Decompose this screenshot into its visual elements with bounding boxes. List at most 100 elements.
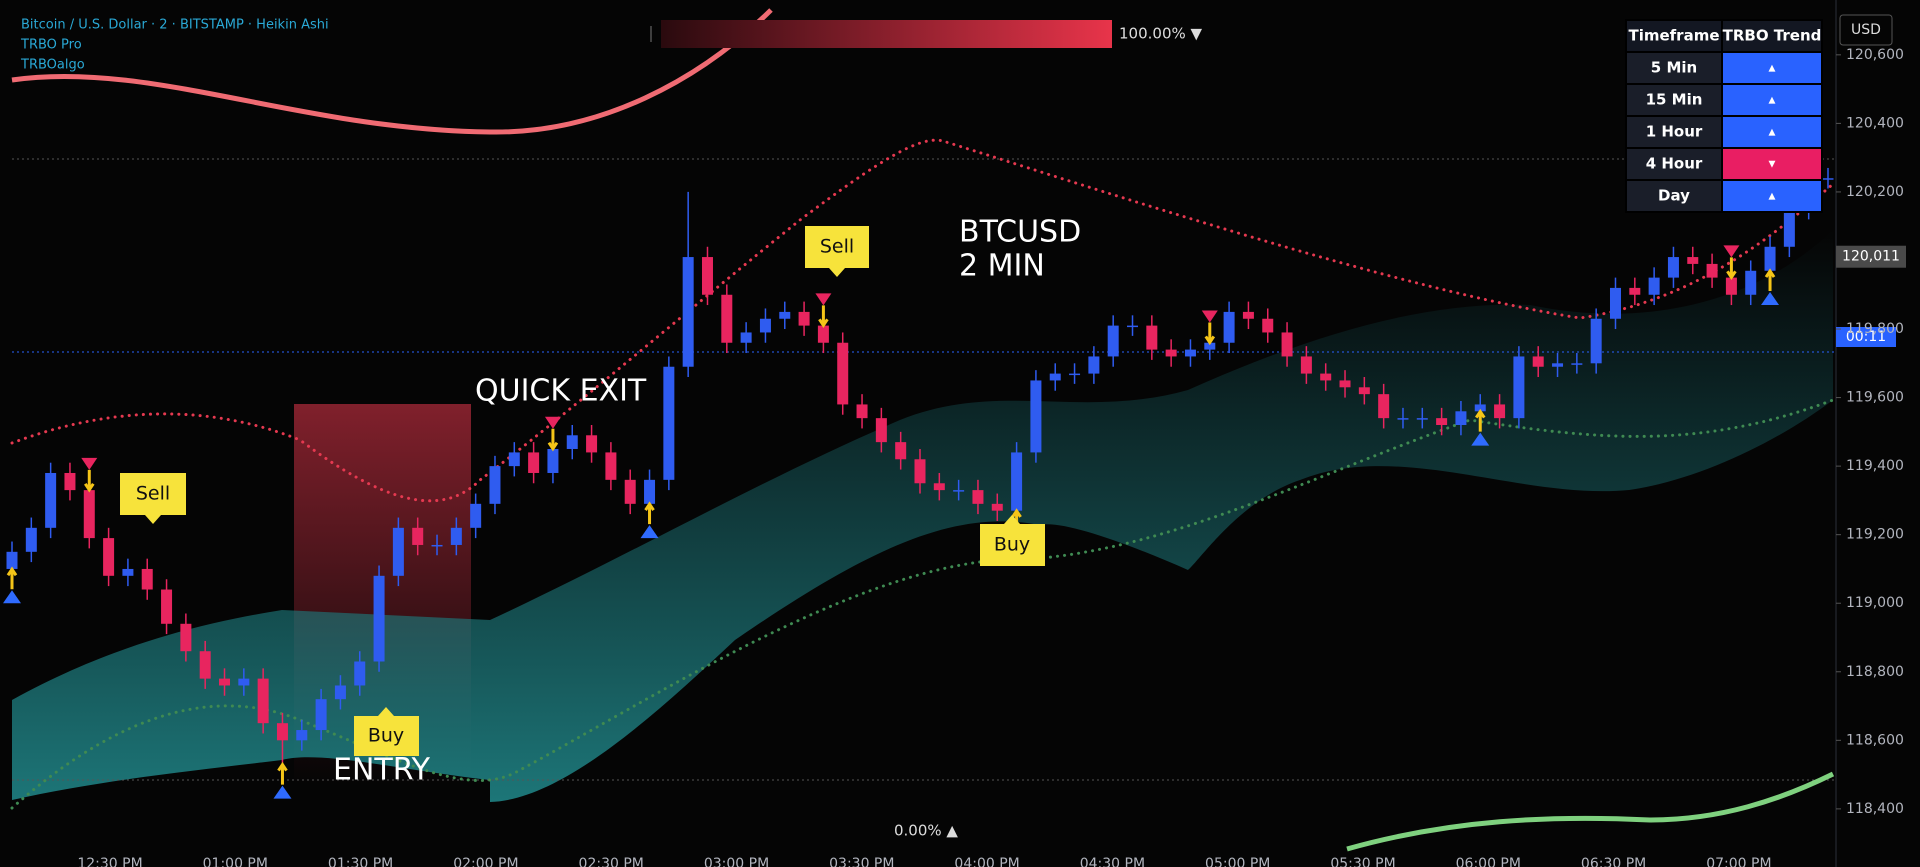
cloud-area — [12, 230, 1833, 802]
x-tick-label: 04:30 PM — [1080, 856, 1145, 867]
sell-label: Sell — [820, 236, 854, 258]
candle-body — [1609, 287, 1621, 319]
trend-cell — [1721, 115, 1823, 149]
candle-body — [1436, 418, 1448, 425]
candle-body — [663, 366, 675, 480]
y-tick-label: 119,800 — [1846, 321, 1904, 337]
candle-body — [1648, 277, 1660, 295]
candle-body — [566, 435, 578, 449]
candle-body — [953, 490, 965, 492]
entry-arrow — [644, 501, 655, 525]
x-tick-label: 03:30 PM — [829, 856, 894, 867]
candle-body — [817, 325, 829, 343]
candle-body — [354, 661, 366, 686]
trend-arrow: ▼ — [1769, 160, 1776, 170]
x-tick-label: 06:30 PM — [1581, 856, 1646, 867]
x-tick-label: 07:00 PM — [1706, 856, 1771, 867]
candle-body — [1590, 318, 1602, 364]
candle-body — [895, 442, 907, 460]
support-line — [10, 398, 1835, 810]
buy-signal — [1471, 432, 1490, 446]
candle-body — [83, 490, 95, 539]
candle-body — [1300, 356, 1312, 374]
y-tick-label: 119,400 — [1846, 458, 1904, 474]
candle-body — [199, 651, 211, 679]
exit-arrow — [1204, 322, 1216, 346]
candle-body — [933, 483, 945, 491]
trend-cell — [1721, 179, 1823, 213]
timeframe-label: 1 Hour — [1646, 123, 1703, 141]
candle-body — [875, 418, 887, 443]
candle-body — [1822, 178, 1834, 180]
timeframe-note: 2 MIN — [959, 249, 1045, 284]
exit-arrow — [84, 469, 95, 493]
candle-body — [1687, 257, 1699, 264]
currency-label: USD — [1851, 22, 1881, 38]
candle-body — [470, 503, 482, 528]
entry-arrow — [277, 761, 288, 785]
timeframe-label: 5 Min — [1651, 59, 1697, 77]
candle-body — [528, 452, 540, 473]
candle-body — [1455, 411, 1467, 425]
last-price-tag — [1836, 245, 1906, 268]
candle-body — [1416, 418, 1428, 420]
lower-band — [1346, 771, 1835, 852]
trend-arrow: ▲ — [1769, 192, 1776, 202]
buy-bubble — [354, 707, 419, 756]
candle-body — [141, 568, 153, 590]
y-tick-label: 119,000 — [1846, 595, 1904, 611]
candle-body — [6, 551, 18, 569]
candle-body — [219, 678, 231, 686]
trend-cell — [1721, 51, 1823, 85]
y-tick-label: 120,600 — [1846, 47, 1904, 63]
candle-body — [779, 311, 791, 319]
timeframe-label: 15 Min — [1646, 91, 1703, 109]
y-tick-label: 118,800 — [1846, 664, 1904, 680]
buy-signal — [3, 590, 21, 604]
candle-body — [1011, 452, 1023, 511]
candle-body — [1223, 311, 1235, 343]
candle-body — [1184, 349, 1196, 357]
candle-body — [25, 527, 37, 552]
buy-label: Buy — [994, 534, 1030, 556]
y-tick-label: 119,200 — [1846, 527, 1904, 543]
candle-body — [45, 472, 57, 528]
candle-body — [1494, 404, 1506, 419]
x-tick-label: 01:00 PM — [203, 856, 268, 867]
candle-body — [122, 568, 134, 576]
x-tick-label: 12:30 PM — [77, 856, 142, 867]
buy-signal — [273, 785, 292, 799]
timeframe-label: 4 Hour — [1646, 155, 1703, 173]
buy-signal — [1761, 292, 1780, 306]
candles — [6, 167, 1834, 775]
candle-body — [759, 318, 771, 333]
gauge-top: 100.00% ▼ — [1119, 25, 1203, 43]
candle-body — [605, 452, 617, 480]
y-tick-label: 119,600 — [1846, 390, 1904, 406]
candle-body — [1088, 356, 1100, 374]
candle-body — [972, 490, 984, 504]
indicator-name: TRBO Pro — [20, 38, 82, 53]
candle-body — [644, 479, 656, 504]
candle-body — [180, 623, 192, 652]
entry-note: ENTRY — [333, 753, 431, 788]
candle-body — [547, 448, 559, 473]
table-header-cell — [1625, 19, 1723, 53]
candle-body — [1745, 270, 1757, 295]
candle-body — [1069, 373, 1081, 376]
candle-body — [315, 699, 327, 731]
quick-exit-note: QUICK EXIT — [475, 374, 647, 409]
candle-body — [431, 544, 443, 547]
candle-body — [721, 294, 733, 343]
timeframe-label: Day — [1658, 187, 1690, 205]
candle-body — [508, 452, 520, 467]
currency-button[interactable] — [1839, 14, 1893, 46]
countdown-tag — [1836, 327, 1896, 347]
candle-body — [701, 257, 713, 295]
upper-band — [11, 8, 773, 135]
candle-body — [1552, 363, 1564, 367]
sell-signal — [544, 416, 561, 429]
candle-body — [740, 332, 752, 343]
candle-body — [1204, 342, 1216, 350]
